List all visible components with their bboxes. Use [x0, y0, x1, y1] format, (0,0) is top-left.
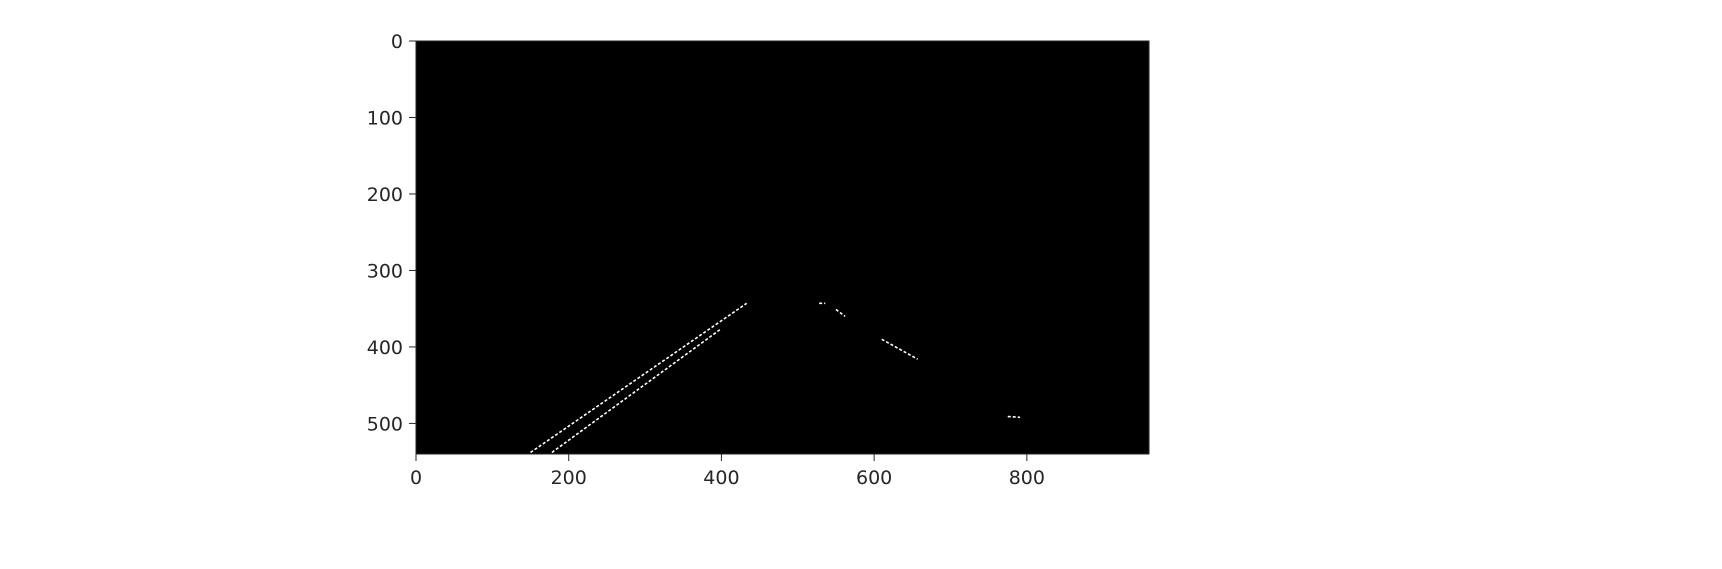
edge-segment: [1007, 415, 1021, 419]
edge-segment: [530, 302, 748, 454]
x-tick-label: 0: [410, 467, 422, 489]
x-tick-label: 600: [856, 467, 892, 489]
x-axis: 0 200 400 600 800: [410, 454, 1045, 489]
x-tick-label: 400: [703, 467, 739, 489]
axes-frame: [415, 40, 1150, 455]
x-tick-label: 200: [551, 467, 587, 489]
y-tick-label: 200: [367, 184, 403, 206]
image-background: [416, 41, 1149, 454]
y-tick-label: 500: [367, 413, 403, 435]
y-axis: 0 100 200 300 400 500: [367, 31, 416, 435]
x-tick-label: 800: [1009, 467, 1045, 489]
y-tick-label: 300: [367, 260, 403, 282]
image-panel: [415, 40, 1150, 455]
y-tick-label: 0: [391, 31, 403, 53]
y-tick-label: 100: [367, 107, 403, 129]
edge-segment: [835, 308, 846, 317]
edge-segment: [881, 338, 919, 360]
y-tick-label: 400: [367, 337, 403, 359]
